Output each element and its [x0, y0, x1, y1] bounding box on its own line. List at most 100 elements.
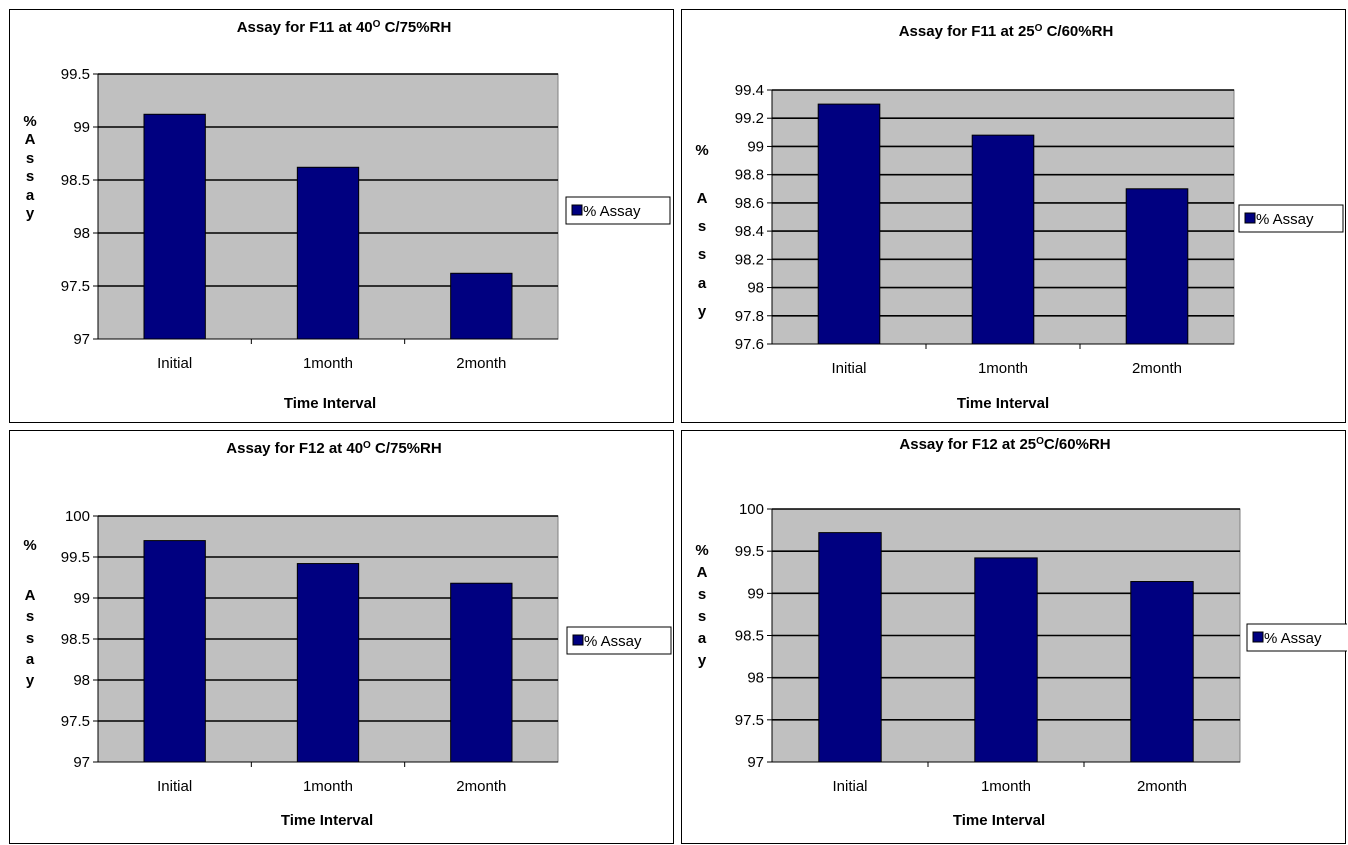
legend-label: % Assay	[1256, 211, 1314, 228]
bar-1month	[974, 557, 1038, 763]
legend-box	[565, 196, 671, 225]
chart-title-main: Assay for F12 at 40	[226, 440, 363, 457]
bar-2month	[450, 582, 513, 763]
y-axis-label-letter: y	[26, 672, 35, 689]
y-axis-label-letter: s	[26, 608, 34, 625]
legend-box	[1246, 623, 1347, 652]
legend-label: % Assay	[584, 633, 642, 650]
bar-2month	[450, 272, 513, 340]
y-tick-label: 97.5	[61, 278, 90, 295]
chart-title-suffix: C/60%RH	[1044, 436, 1111, 453]
y-axis-label-letter: s	[26, 168, 34, 185]
y-tick-label: 98.6	[735, 195, 764, 212]
y-tick-label: 97.8	[735, 308, 764, 325]
y-tick-label: 99	[73, 590, 90, 607]
bar-initial	[143, 540, 206, 763]
x-axis-label: Time Interval	[284, 395, 376, 412]
y-tick-label: 99	[747, 138, 764, 155]
x-tick-label: Initial	[832, 778, 867, 795]
y-tick-label: 98.8	[735, 167, 764, 184]
bar-initial	[143, 113, 206, 340]
y-axis-label-letter: A	[25, 587, 36, 604]
legend-label: % Assay	[1264, 630, 1322, 647]
x-axis-label: Time Interval	[953, 812, 1045, 829]
chart-title-superscript: O	[363, 440, 371, 451]
y-tick-label: 99.4	[735, 82, 764, 99]
y-tick-label: 98	[73, 225, 90, 242]
legend-box	[1238, 204, 1344, 233]
chart-panel-f12-40c: 97 97.5 98 98.5 99 99.5 100 Initial 1month 2month…	[9, 430, 674, 844]
y-tick-label: 99.5	[61, 549, 90, 566]
y-tick-label: 97	[747, 754, 764, 771]
chart-title-superscript: O	[1035, 23, 1043, 34]
x-tick-label: 1month	[978, 360, 1028, 377]
y-axis-label-letter: a	[698, 275, 707, 292]
chart-title-main: Assay for F11 at 25	[899, 23, 1035, 40]
x-tick-label: 1month	[981, 778, 1031, 795]
x-tick-label: 2month	[456, 355, 506, 372]
y-tick-label: 98	[747, 670, 764, 687]
y-tick-label: 98.2	[735, 251, 764, 268]
y-tick-label: 97	[73, 331, 90, 348]
y-tick-label: 99.2	[735, 110, 764, 127]
y-axis-label-letter: s	[698, 218, 706, 235]
x-axis-label: Time Interval	[281, 812, 373, 829]
bar-1month	[296, 563, 360, 763]
y-axis-label-letter: A	[697, 564, 708, 581]
legend-swatch	[1252, 631, 1264, 643]
legend-swatch	[572, 634, 584, 646]
y-tick-label: 99	[73, 119, 90, 136]
bar-2month	[1130, 581, 1194, 763]
y-tick-label: 99	[747, 585, 764, 602]
legend-swatch	[1244, 212, 1256, 224]
x-tick-label: Initial	[831, 360, 866, 377]
y-tick-label: 97.5	[61, 713, 90, 730]
y-tick-label: 98	[73, 672, 90, 689]
y-axis-label-letter: y	[698, 652, 707, 669]
y-tick-label: 99.5	[61, 66, 90, 83]
bar-2month	[1125, 188, 1189, 345]
y-axis-label-letter: s	[26, 150, 34, 167]
y-axis-label-letter: y	[26, 205, 35, 222]
x-tick-label: 1month	[303, 778, 353, 795]
x-axis-label: Time Interval	[957, 395, 1049, 412]
chart-title: Assay for F12 at 40O C/75%RH	[226, 440, 441, 458]
y-axis-label-letter: A	[25, 131, 36, 148]
bar-1month	[971, 134, 1035, 345]
chart-svg: 97 97.5 98 98.5 99 99.5 100 Initial 1month 2month…	[695, 436, 1347, 829]
y-axis-label-letter: A	[697, 190, 708, 207]
chart-panel-f11-40c: 97 97.5 98 98.5 99 99.5 Initial 1month 2month Ass…	[9, 9, 674, 423]
legend-label: % Assay	[583, 203, 641, 220]
y-axis-label-letter: y	[698, 303, 707, 320]
x-tick-label: 2month	[1132, 360, 1182, 377]
y-axis-label-letter: a	[26, 187, 35, 204]
chart-svg: 97.6 97.8 98 98.2 98.4 98.6 98.8 99 99.2 99.4 Init…	[695, 23, 1344, 412]
y-tick-label: 100	[65, 508, 90, 525]
y-axis-label-letter: %	[23, 537, 36, 554]
chart-title-suffix: C/75%RH	[371, 440, 442, 457]
x-tick-label: 1month	[303, 355, 353, 372]
y-axis-label-letter: a	[26, 651, 35, 668]
y-axis-label-letter: %	[695, 542, 708, 559]
x-tick-label: 2month	[1137, 778, 1187, 795]
y-axis-label-letter: a	[698, 630, 707, 647]
y-tick-label: 97.6	[735, 336, 764, 353]
x-tick-label: Initial	[157, 355, 192, 372]
chart-title-superscript: O	[373, 19, 381, 30]
y-tick-label: 100	[739, 501, 764, 518]
y-axis-label-letter: %	[695, 142, 708, 159]
x-tick-label: Initial	[157, 778, 192, 795]
chart-title-main: Assay for F12 at 25	[899, 436, 1036, 453]
y-tick-label: 97.5	[735, 712, 764, 729]
chart-title-suffix: C/60%RH	[1042, 23, 1113, 40]
chart-panel-f11-25c: 97.6 97.8 98 98.2 98.4 98.6 98.8 99 99.2 99.4 Init…	[681, 9, 1346, 423]
y-tick-label: 98.4	[735, 223, 764, 240]
chart-title-main: Assay for F11 at 40	[237, 19, 373, 36]
bar-1month	[296, 166, 360, 340]
y-axis-label-letter: s	[26, 630, 34, 647]
bar-initial	[818, 532, 882, 763]
y-tick-label: 98.5	[61, 172, 90, 189]
y-axis-label-letter: s	[698, 586, 706, 603]
chart-title-superscript: O	[1036, 436, 1044, 447]
y-tick-label: 98.5	[61, 631, 90, 648]
